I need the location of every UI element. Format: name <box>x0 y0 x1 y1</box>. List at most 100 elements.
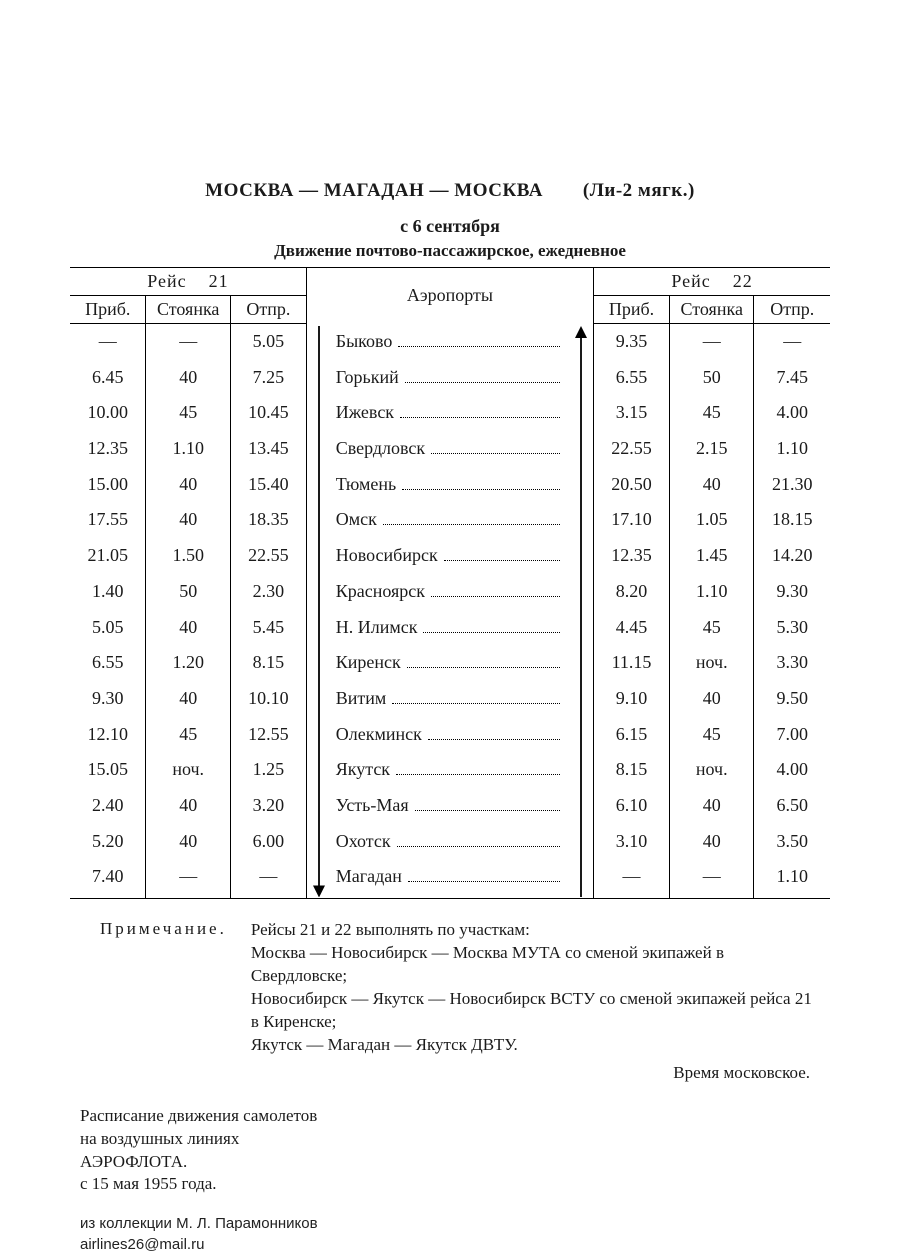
cell-airport: Магадан <box>332 859 568 898</box>
airport-name: Н. Илимск <box>336 613 418 643</box>
cell-arr-right: 20.50 <box>594 467 670 503</box>
cell-dep-left: 7.25 <box>230 360 306 396</box>
cell-dep-left: 2.30 <box>230 574 306 610</box>
cell-dep-right: 9.30 <box>754 574 830 610</box>
table-row: 7.40——Магадан——1.10 <box>70 859 830 898</box>
cell-dep-left: — <box>230 859 306 898</box>
airport-name: Усть-Мая <box>336 791 409 821</box>
cell-stop-right: — <box>670 324 754 360</box>
cell-dep-left: 10.45 <box>230 395 306 431</box>
note-text: Рейсы 21 и 22 выполнять по участкам:Моск… <box>251 919 820 1057</box>
cell-airport: Олекминск <box>332 717 568 753</box>
table-row: 15.004015.40Тюмень20.504021.30 <box>70 467 830 503</box>
cell-dep-left: 5.05 <box>230 324 306 360</box>
arrow-spacer-right <box>568 467 593 503</box>
document-page: МОСКВА — МАГАДАН — МОСКВА (Ли-2 мягк.) с… <box>0 0 900 1243</box>
table-row: 12.351.1013.45Свердловск22.552.151.10 <box>70 431 830 467</box>
cell-dep-left: 10.10 <box>230 681 306 717</box>
cell-arr-left: 12.35 <box>70 431 146 467</box>
cell-stop-right: 1.10 <box>670 574 754 610</box>
cell-arr-right: 9.10 <box>594 681 670 717</box>
aircraft-label: (Ли-2 мягк.) <box>583 180 695 202</box>
cell-stop-right: — <box>670 859 754 898</box>
cell-arr-left: 2.40 <box>70 788 146 824</box>
cell-airport: Красноярск <box>332 574 568 610</box>
arrow-col-left-head <box>306 268 331 324</box>
cell-stop-left: 1.10 <box>146 431 230 467</box>
cell-stop-right: 40 <box>670 824 754 860</box>
cell-airport: Тюмень <box>332 467 568 503</box>
leader-dots <box>423 632 560 633</box>
cell-dep-right: 6.50 <box>754 788 830 824</box>
leader-dots <box>444 560 560 561</box>
cell-dep-right: 3.50 <box>754 824 830 860</box>
col-stop-left: Стоянка <box>146 296 230 324</box>
service-line: Движение почтово-пассажирское, ежедневно… <box>70 241 830 261</box>
arrow-spacer-left <box>306 717 331 753</box>
arrow-spacer-right <box>568 502 593 538</box>
arrow-spacer-left <box>306 752 331 788</box>
arrow-spacer-right <box>568 752 593 788</box>
cell-arr-right: 8.20 <box>594 574 670 610</box>
flight-right-label: Рейс <box>671 271 710 291</box>
cell-airport: Новосибирск <box>332 538 568 574</box>
cell-dep-right: 1.10 <box>754 859 830 898</box>
cell-dep-right: 5.30 <box>754 610 830 646</box>
leader-dots <box>400 417 560 418</box>
table-row: 9.304010.10Витим9.10409.50 <box>70 681 830 717</box>
cell-stop-left: 40 <box>146 824 230 860</box>
cell-arr-right: 9.35 <box>594 324 670 360</box>
arrow-spacer-left <box>306 574 331 610</box>
flight-right-num: 22 <box>733 271 753 291</box>
arrow-spacer-right <box>568 859 593 898</box>
arrow-spacer-left <box>306 360 331 396</box>
leader-dots <box>408 881 560 882</box>
cell-stop-left: 1.20 <box>146 645 230 681</box>
cell-stop-left: ноч. <box>146 752 230 788</box>
leader-dots <box>428 739 560 740</box>
cell-stop-right: 2.15 <box>670 431 754 467</box>
cell-arr-right: — <box>594 859 670 898</box>
cell-stop-right: 40 <box>670 467 754 503</box>
cell-stop-right: 45 <box>670 717 754 753</box>
cell-dep-left: 8.15 <box>230 645 306 681</box>
cell-dep-left: 6.00 <box>230 824 306 860</box>
cell-dep-left: 5.45 <box>230 610 306 646</box>
table-row: 21.051.5022.55Новосибирск12.351.4514.20 <box>70 538 830 574</box>
cell-stop-right: 45 <box>670 395 754 431</box>
airport-name: Быково <box>336 327 393 357</box>
cell-dep-right: — <box>754 324 830 360</box>
title-row: МОСКВА — МАГАДАН — МОСКВА (Ли-2 мягк.) <box>70 180 830 202</box>
table-row: 6.45407.25Горький6.55507.45 <box>70 360 830 396</box>
cell-dep-right: 21.30 <box>754 467 830 503</box>
arrow-spacer-left <box>306 395 331 431</box>
arrow-spacer-left <box>306 788 331 824</box>
cell-dep-right: 7.45 <box>754 360 830 396</box>
cell-airport: Усть-Мая <box>332 788 568 824</box>
airport-name: Киренск <box>336 648 401 678</box>
cell-dep-right: 14.20 <box>754 538 830 574</box>
cell-airport: Якутск <box>332 752 568 788</box>
cell-stop-left: — <box>146 324 230 360</box>
leader-dots <box>396 774 560 775</box>
cell-stop-left: 45 <box>146 395 230 431</box>
airport-name: Якутск <box>336 755 390 785</box>
leader-dots <box>392 703 560 704</box>
cell-dep-left: 13.45 <box>230 431 306 467</box>
footer-schedule: Расписание движения самолетовна воздушны… <box>70 1105 830 1197</box>
cell-airport: Охотск <box>332 824 568 860</box>
table-row: 5.20406.00Охотск3.10403.50 <box>70 824 830 860</box>
route-title: МОСКВА — МАГАДАН — МОСКВА <box>205 180 543 202</box>
airport-name: Горький <box>336 363 399 393</box>
airport-name: Магадан <box>336 862 402 892</box>
cell-dep-left: 1.25 <box>230 752 306 788</box>
cell-stop-left: 40 <box>146 788 230 824</box>
leader-dots <box>431 596 560 597</box>
table-row: 1.40502.30Красноярск8.201.109.30 <box>70 574 830 610</box>
leader-dots <box>415 810 561 811</box>
cell-dep-left: 22.55 <box>230 538 306 574</box>
flight-left-num: 21 <box>209 271 229 291</box>
arrow-spacer-right <box>568 324 593 360</box>
leader-dots <box>397 846 561 847</box>
flight-right-header: Рейс 22 <box>594 268 830 296</box>
